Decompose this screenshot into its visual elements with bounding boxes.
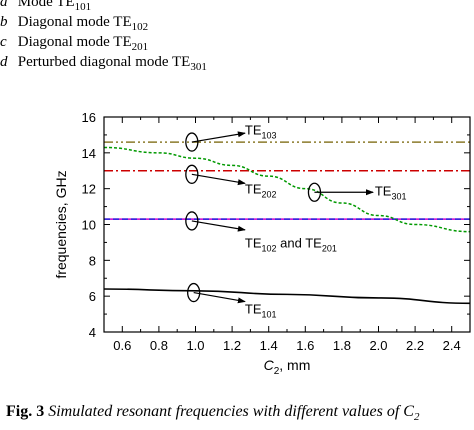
series-line-te301 — [103, 146, 471, 233]
annotation-sub2: 201 — [322, 243, 337, 253]
annotation-arrow-te101 — [193, 291, 246, 304]
series-line-te101 — [103, 288, 471, 305]
x-axis-label-sub: 2 — [274, 366, 280, 377]
y-axis-label: frequencies, GHz — [53, 170, 69, 278]
annotation-arrow-te202 — [191, 173, 246, 186]
annotation-label-te103: TE103 — [245, 123, 277, 141]
legend-sub: 201 — [131, 41, 149, 53]
x-axis-label-unit: , mm — [279, 357, 310, 373]
annotation-arrow-te103 — [191, 131, 246, 143]
series-layer — [103, 141, 471, 305]
ticks-layer: 0.6 0.8 1.0 1.2 1.4 1.6 1.8 2.0 2.2 2.4 4 6 8 10 12 14 1… — [82, 110, 471, 353]
x-axis-label-main: C — [264, 357, 275, 373]
legend-text: Mode TE — [17, 0, 75, 10]
annotation-label-te101: TE101 — [245, 302, 277, 320]
annotation-sub: 101 — [262, 310, 277, 320]
x-tick-label: 1.8 — [333, 338, 351, 353]
figure-caption: Fig. 3 Simulated resonant frequencies wi… — [6, 403, 419, 423]
y-tick-label: 4 — [89, 325, 96, 340]
annotation-sub: 103 — [262, 131, 277, 141]
legend-text: Perturbed diagonal mode TE — [17, 54, 191, 70]
x-tick-label: 0.6 — [113, 338, 131, 353]
legend-key: a — [0, 0, 8, 10]
y-tick-label: 12 — [82, 182, 96, 197]
legend-item-a: a Mode TE101 — [0, 0, 91, 17]
legend-key: b — [0, 14, 8, 30]
y-tick-label: 16 — [82, 110, 96, 125]
legend-item-c: c Diagonal mode TE201 — [0, 32, 148, 57]
annotation-main: TE — [375, 183, 392, 198]
annotation-ellipse-te103 — [185, 132, 199, 152]
annotation-main: TE — [245, 302, 262, 317]
annotation-ellipse-te102-201 — [185, 211, 199, 231]
annotation-suffix: and TE — [277, 235, 323, 250]
figure-number: Fig. 3 — [6, 403, 45, 420]
annotation-label-te202: TE202 — [245, 182, 277, 200]
annotation-main: TE — [245, 235, 262, 250]
annotation-ellipse-te101 — [187, 282, 201, 303]
annotation-label-te301: TE301 — [375, 183, 407, 201]
annotation-sub: 102 — [262, 243, 277, 253]
x-tick-label: 0.8 — [150, 338, 168, 353]
annotation-label-te102-201: TE102 and TE201 — [245, 235, 337, 253]
caption-sub: 2 — [413, 411, 420, 424]
annotation-ellipse-te202 — [185, 164, 199, 184]
x-tick-label: 1.2 — [223, 338, 241, 353]
legend-item-d: d Perturbed diagonal mode TE301 — [0, 52, 207, 77]
legend-key: d — [0, 54, 8, 70]
legend-item-b: b Diagonal mode TE102 — [0, 12, 148, 37]
x-tick-label: 2.2 — [406, 338, 424, 353]
caption-text: Simulated resonant frequencies with diff… — [48, 403, 414, 420]
annotation-sub: 301 — [391, 191, 406, 201]
annotation-main: TE — [245, 182, 262, 197]
x-tick-label: 1.4 — [260, 338, 278, 353]
annotation-arrow-te102-201 — [191, 220, 246, 232]
x-tick-label: 2.0 — [369, 338, 387, 353]
x-axis-label: C2, mm — [264, 357, 311, 377]
y-tick-label: 6 — [89, 289, 96, 304]
legend-text: Diagonal mode TE — [17, 14, 132, 30]
legend-sub: 301 — [190, 61, 207, 73]
x-tick-label: 1.0 — [186, 338, 204, 353]
legend-sub: 101 — [74, 1, 92, 13]
x-tick-label: 2.4 — [443, 338, 461, 353]
annotation-main: TE — [245, 123, 262, 138]
legend-sub: 102 — [131, 21, 149, 33]
plot-frame — [103, 116, 471, 333]
y-tick-label: 10 — [82, 218, 96, 233]
y-tick-label: 14 — [82, 146, 96, 161]
x-tick-label: 1.6 — [296, 338, 314, 353]
y-tick-label: 8 — [89, 253, 96, 268]
legend-key: c — [0, 34, 7, 50]
frequency-chart: 0.6 0.8 1.0 1.2 1.4 1.6 1.8 2.0 2.2 2.44681012141… — [53, 110, 471, 377]
legend-text: Diagonal mode TE — [17, 34, 132, 50]
annotation-sub: 202 — [262, 190, 277, 200]
